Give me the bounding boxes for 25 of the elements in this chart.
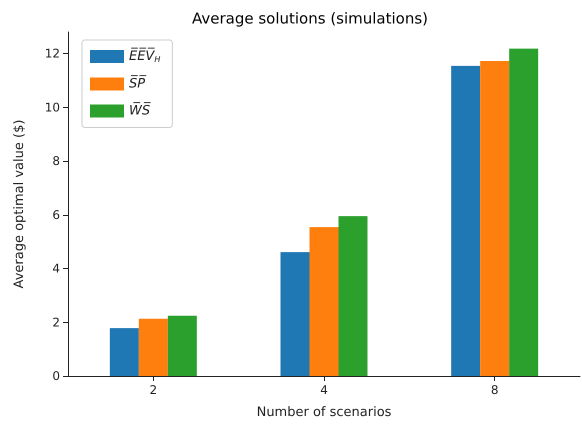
y-tick-label: 6 xyxy=(52,208,60,222)
x-tick-label: 4 xyxy=(320,383,328,397)
legend-label: S̅P̅ xyxy=(129,75,148,92)
bar xyxy=(338,216,368,376)
bar xyxy=(110,328,139,376)
bar xyxy=(480,61,510,376)
y-tick-label: 12 xyxy=(44,46,60,60)
chart-title: Average solutions (simulations) xyxy=(192,10,428,28)
y-axis-title: Average optimal value ($) xyxy=(12,120,27,288)
legend-label: W̅S̅ xyxy=(129,102,152,118)
legend-label: E̅E̅V̅H xyxy=(129,48,160,64)
bar xyxy=(451,66,480,376)
bar xyxy=(280,252,310,376)
bar xyxy=(310,227,338,376)
x-tick-label: 8 xyxy=(490,383,498,397)
bar xyxy=(509,48,538,376)
x-tick-label: 2 xyxy=(150,383,158,397)
x-axis-title: Number of scenarios xyxy=(256,405,392,420)
y-tick-label: 0 xyxy=(52,369,60,383)
y-tick-label: 8 xyxy=(52,154,60,168)
bar xyxy=(138,318,168,376)
y-tick-label: 2 xyxy=(52,315,60,330)
y-tick-label: 4 xyxy=(52,262,60,276)
bar xyxy=(168,316,197,376)
y-tick-label: 10 xyxy=(44,100,60,114)
